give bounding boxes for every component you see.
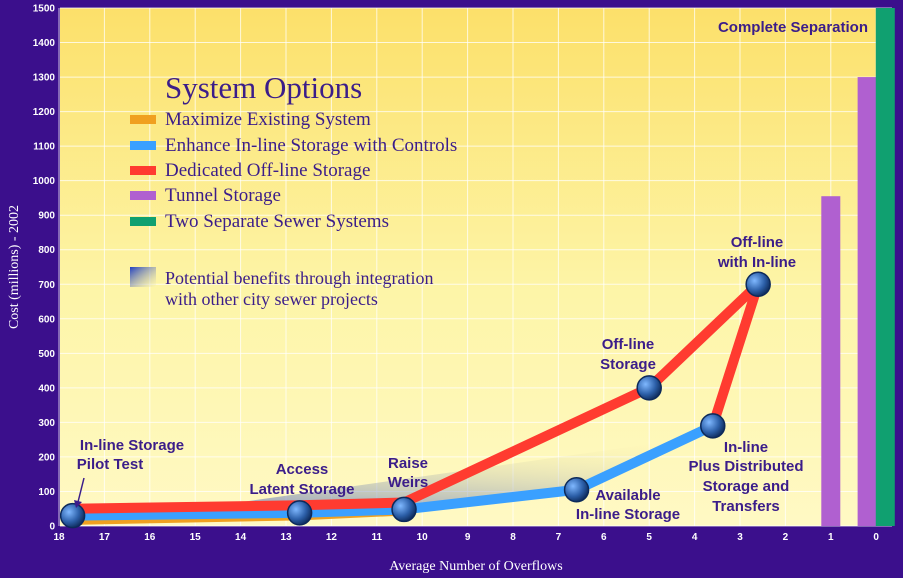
x-tick-label: 4 xyxy=(692,532,698,543)
x-tick-label: 18 xyxy=(53,532,65,543)
x-tick-label: 7 xyxy=(556,532,562,543)
annotation-available-1: Available xyxy=(595,487,660,504)
y-axis: 0 100 200 300 400 500 600 700 800 900 1000 1100 1200… xyxy=(33,4,56,533)
x-tick-label: 6 xyxy=(601,532,607,543)
data-point-4 xyxy=(636,375,662,401)
legend-title: System Options xyxy=(165,70,362,105)
annotation-pilot-1: In-line Storage xyxy=(80,437,184,454)
y-tick-label: 500 xyxy=(38,349,55,360)
annotations: Complete Separation In-line Storage Pilo… xyxy=(74,19,868,523)
legend-swatch-maximize xyxy=(130,115,156,124)
annotation-complete-separation: Complete Separation xyxy=(718,19,868,36)
annotation-dist-1: In-line xyxy=(724,439,768,456)
legend-label-separate: Two Separate Sewer Systems xyxy=(165,211,389,232)
annotation-pilot-arrowhead xyxy=(74,500,82,508)
x-tick-label: 0 xyxy=(873,532,879,543)
y-tick-label: 1100 xyxy=(33,142,55,153)
bars xyxy=(821,8,895,527)
x-tick-label: 2 xyxy=(783,532,789,543)
data-point-1 xyxy=(286,500,313,526)
y-tick-label: 100 xyxy=(38,487,55,498)
bar-3-0 xyxy=(821,196,841,526)
x-tick-label: 12 xyxy=(326,532,338,543)
x-tick-label: 13 xyxy=(280,532,292,543)
integration-shade xyxy=(72,422,804,526)
x-tick-label: 8 xyxy=(510,532,516,543)
data-points xyxy=(59,271,771,529)
legend-label-enhance: Enhance In-line Storage with Controls xyxy=(165,135,457,156)
annotation-offin-2: with In-line xyxy=(717,254,796,271)
legend-label-offline: Dedicated Off-line Storage xyxy=(165,160,370,181)
y-tick-label: 600 xyxy=(38,314,55,325)
annotation-access-2: Latent Storage xyxy=(249,481,354,498)
annotation-dist-2: Plus Distributed xyxy=(688,458,803,475)
legend-swatch-separate xyxy=(130,217,156,226)
y-tick-label: 1400 xyxy=(33,38,56,49)
annotation-pilot-arrow xyxy=(77,477,85,503)
y-tick-label: 1300 xyxy=(33,73,56,84)
legend-label-integration-2: with other city sewer projects xyxy=(165,289,378,309)
y-tick-label: 400 xyxy=(38,383,55,394)
bar-4-0 xyxy=(875,8,895,526)
y-axis-label: Cost (millions) - 2002 xyxy=(7,205,22,329)
legend-swatch-offline xyxy=(130,166,156,175)
y-tick-label: 0 xyxy=(49,522,55,533)
legend-swatch-enhance xyxy=(130,141,156,150)
x-tick-label: 17 xyxy=(99,532,111,543)
legend-swatch-integration xyxy=(130,267,156,287)
legend-label-tunnel: Tunnel Storage xyxy=(165,185,281,206)
x-tick-label: 16 xyxy=(144,532,156,543)
annotation-offin-1: Off-line xyxy=(731,234,784,251)
x-tick-label: 10 xyxy=(417,532,429,543)
annotation-offline-2: Storage xyxy=(600,356,656,373)
plot-background xyxy=(60,8,892,526)
y-tick-label: 800 xyxy=(38,245,55,256)
annotation-dist-3: Storage and xyxy=(703,478,790,495)
x-axis-label: Average Number of Overflows xyxy=(389,559,563,574)
x-tick-label: 5 xyxy=(646,532,652,543)
data-point-2 xyxy=(391,496,417,523)
x-tick-label: 15 xyxy=(190,532,202,543)
y-tick-label: 1500 xyxy=(33,4,56,15)
y-tick-label: 900 xyxy=(38,211,55,222)
data-point-6 xyxy=(745,271,771,298)
legend-label-maximize: Maximize Existing System xyxy=(165,109,371,130)
annotation-access-1: Access xyxy=(276,461,329,478)
annotation-pilot-2: Pilot Test xyxy=(77,456,143,473)
annotation-weirs-1: Raise xyxy=(388,455,428,472)
x-tick-label: 3 xyxy=(737,532,743,543)
y-tick-label: 300 xyxy=(38,418,55,429)
annotation-available-2: In-line Storage xyxy=(576,506,680,523)
annotation-offline-1: Off-line xyxy=(602,336,655,353)
y-tick-label: 700 xyxy=(38,280,55,291)
data-point-3 xyxy=(563,476,590,503)
data-point-0 xyxy=(59,502,86,529)
y-tick-label: 1200 xyxy=(33,107,56,118)
legend-swatch-tunnel xyxy=(130,191,156,200)
x-tick-label: 9 xyxy=(465,532,471,543)
y-tick-label: 200 xyxy=(38,452,55,463)
data-point-5 xyxy=(700,413,726,439)
series-line-2 xyxy=(67,279,764,514)
x-tick-label: 14 xyxy=(235,532,247,543)
legend: System Options Maximize Existing System … xyxy=(130,70,457,309)
x-axis: 18 17 16 15 14 13 12 11 10 9 8 7 6 5 4 3 2 1 0 xyxy=(53,532,879,543)
grid xyxy=(58,7,892,527)
legend-label-integration-1: Potential benefits through integration xyxy=(165,268,433,288)
y-tick-label: 1000 xyxy=(33,176,56,187)
annotation-weirs-2: Weirs xyxy=(388,474,429,491)
annotation-dist-4: Transfers xyxy=(712,498,780,515)
x-tick-label: 1 xyxy=(828,532,834,543)
bar-3-1 xyxy=(857,77,877,527)
x-tick-label: 11 xyxy=(372,532,383,543)
